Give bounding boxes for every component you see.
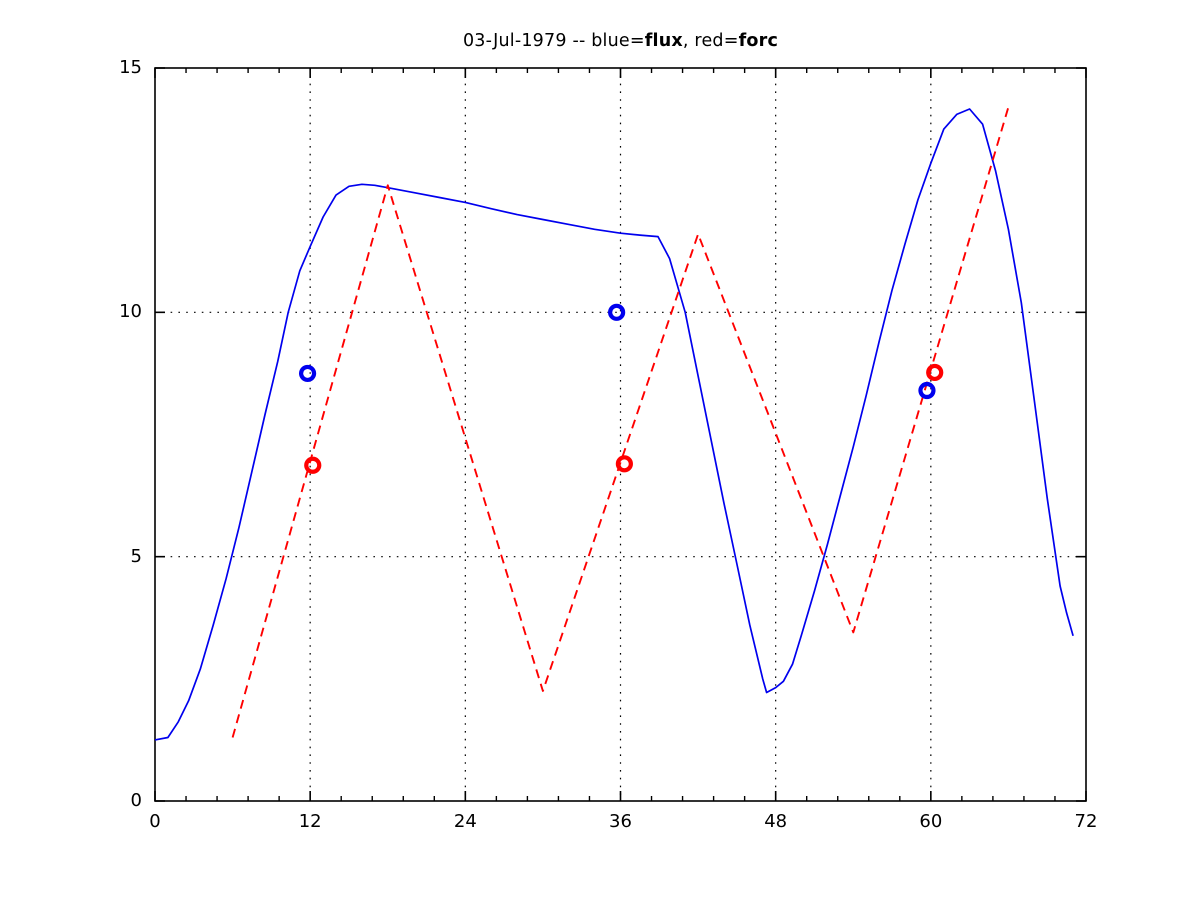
x-tick-label-0: 0 <box>149 811 161 832</box>
marker-forc-obs <box>926 363 944 382</box>
x-tick-label-24: 24 <box>453 811 477 832</box>
series-flux-line <box>154 108 1074 741</box>
title-mid: , red= <box>682 31 739 51</box>
y-tick-label-5: 5 <box>130 545 142 567</box>
x-tick-label-48: 48 <box>764 811 788 832</box>
series-forc-line <box>231 106 1010 738</box>
marker-flux-obs <box>298 364 317 383</box>
x-tick-label-72: 72 <box>1074 811 1098 832</box>
title-prefix: 03-Jul-1979 -- blue= <box>462 31 645 51</box>
chart-title: 03-Jul-1979 -- blue=flux, red=forc <box>155 31 1086 51</box>
y-tick-label-15: 15 <box>119 57 142 78</box>
marker-flux-obs <box>918 381 936 400</box>
x-tick-label-12: 12 <box>298 811 322 832</box>
y-tick-label-10: 10 <box>119 301 142 323</box>
y-tick-label-0: 0 <box>130 790 142 811</box>
x-tick-label-36: 36 <box>609 811 632 832</box>
title-forc-label: forc <box>738 31 779 51</box>
title-flux-label: flux <box>644 31 683 51</box>
marker-forc-obs <box>304 456 322 474</box>
marker-forc-obs <box>615 455 633 473</box>
x-tick-label-60: 60 <box>919 811 943 832</box>
marker-flux-obs <box>608 303 626 321</box>
